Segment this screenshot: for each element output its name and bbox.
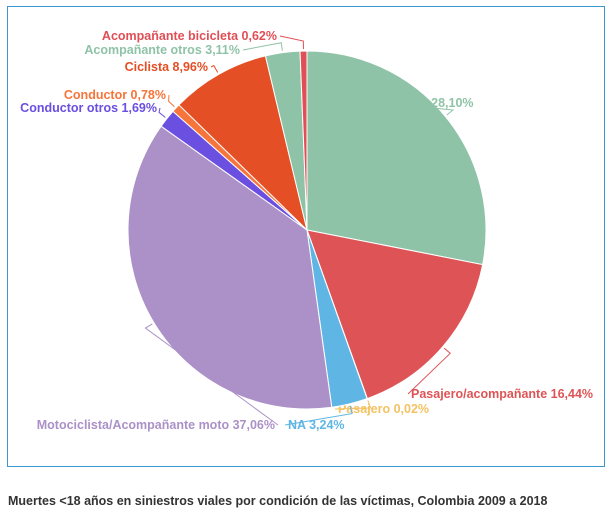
leader-line <box>382 102 455 116</box>
pie-slice[interactable] <box>306 50 487 266</box>
leader-line <box>334 400 372 410</box>
pie-slice[interactable] <box>127 125 333 410</box>
chart-caption: Muertes <18 años en siniestros viales po… <box>8 494 548 508</box>
leader-line <box>242 42 283 51</box>
pie-slice[interactable] <box>306 229 484 400</box>
slice-label: Conductor otros 1,69% <box>20 101 157 115</box>
leader-line <box>284 405 353 426</box>
pie-slice[interactable] <box>299 50 308 231</box>
slice-label: Acompañante bicicleta 0,62% <box>102 29 277 43</box>
slice-label: Acompañante otros 3,11% <box>84 43 240 57</box>
leader-line <box>158 107 166 118</box>
slice-label: Conductor 0,78% <box>64 88 166 102</box>
slice-label: Pasajero 0,02% <box>338 402 429 416</box>
chart-frame <box>7 6 605 467</box>
leader-line <box>210 64 219 73</box>
slice-label: Motociclista/Acompañante moto 37,06% <box>37 418 275 432</box>
pie-chart: Peatón 28,10% Pasajero/acompañante 16,44%… <box>20 29 593 432</box>
leader-line <box>407 347 451 395</box>
leader-line <box>144 323 279 426</box>
leader-line <box>279 35 304 50</box>
slice-label: Peatón 28,10% <box>386 96 474 110</box>
slice-label: Ciclista 8,96% <box>125 60 208 74</box>
slice-label: Pasajero/acompañante 16,44% <box>411 387 593 401</box>
slice-label: NA 3,24% <box>288 418 345 432</box>
pie-slice[interactable] <box>178 55 308 232</box>
leader-line <box>168 94 175 108</box>
